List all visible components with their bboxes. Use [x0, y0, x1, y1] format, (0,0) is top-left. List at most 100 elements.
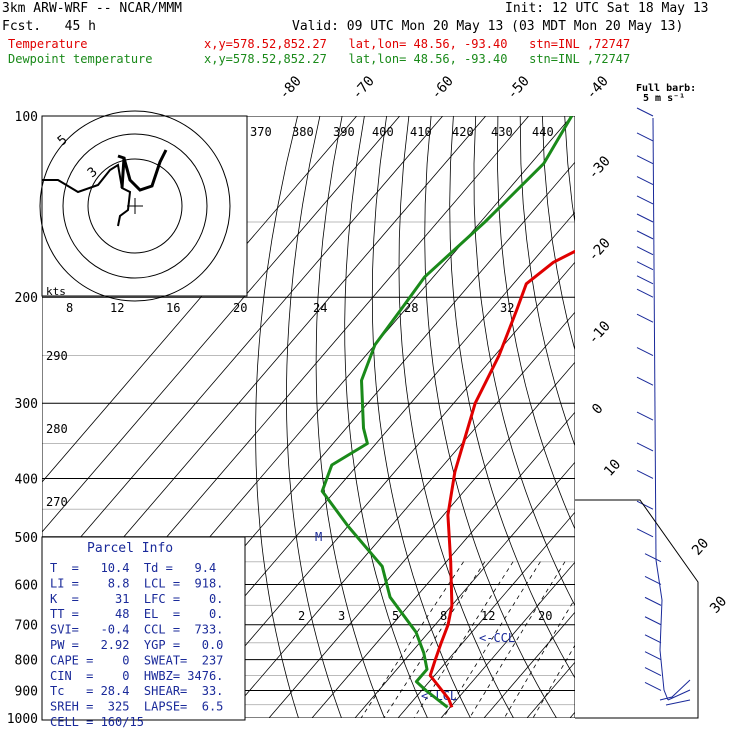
temperature-axis-label: -10	[585, 318, 614, 348]
wind-barb	[636, 261, 654, 271]
temperature-legend-info: x,y=578.52,852.27 lat,lon= 48.56, -93.40…	[204, 37, 631, 51]
parcel-info-row: SVI= -0.4 CCL = 733.	[50, 623, 223, 637]
mixing-ratio-line	[383, 561, 486, 718]
wind-barb	[636, 132, 654, 142]
dry-adiabat-line	[473, 116, 575, 607]
hodograph-ring	[39, 110, 231, 302]
theta-label: 410	[410, 125, 432, 139]
temperature-axis-label: -40	[583, 73, 612, 103]
isotherm-line	[225, 311, 575, 718]
parcel-info-row: CELL = 160/15	[50, 715, 144, 729]
wind-barb	[636, 528, 654, 538]
hodograph-unit: kts	[46, 285, 66, 298]
speed-tick-label: 20	[233, 301, 247, 315]
dry-adiabat-line	[721, 116, 740, 718]
speed-tick-label: 8	[66, 301, 73, 315]
dry-adiabat-line	[371, 116, 471, 718]
mixing-ratio-line	[503, 597, 575, 718]
model-title: 3km ARW-WRF -- NCAR/MMM	[2, 1, 183, 16]
wind-barb	[636, 195, 654, 205]
isotherm-line	[440, 561, 575, 718]
mixing-ratio-line	[442, 561, 541, 718]
dry-adiabat-line	[286, 116, 342, 718]
temperature-trace	[428, 249, 575, 708]
temperature-axis-label: 10	[601, 456, 624, 479]
isotherm-line	[42, 116, 444, 583]
mixing-ratio-label: 20	[538, 609, 552, 623]
parcel-info-title: Parcel Info	[87, 541, 173, 556]
wind-barb-cluster	[659, 679, 691, 706]
mixing-ratio-line	[469, 561, 566, 718]
mixing-ratio-label: 5	[392, 609, 399, 623]
hodograph-trace-upper	[117, 149, 168, 192]
wind-barb	[636, 376, 654, 386]
temperature-axis-label: -70	[349, 73, 378, 103]
wind-barb	[636, 442, 654, 452]
wind-barb	[644, 667, 662, 676]
mixing-ratio-line	[413, 561, 514, 718]
wind-barb	[636, 313, 654, 323]
wind-barb	[644, 575, 662, 585]
isotherm-line	[182, 261, 575, 718]
speed-tick-label: 28	[404, 301, 418, 315]
parcel-info-row: K = 31 LFC = 0.	[50, 592, 223, 606]
dewpoint-legend-info: x,y=578.52,852.27 lat,lon= 48.56, -93.40…	[204, 52, 631, 66]
mixing-ratio-line	[360, 561, 464, 718]
parcel-info-row: LI = 8.8 LCL = 918.	[50, 576, 223, 590]
isotherm-line	[268, 361, 575, 718]
mixing-ratio-label: 12	[481, 609, 495, 623]
dry-adiabat-line	[676, 116, 740, 718]
speed-tick-label: 16	[166, 301, 180, 315]
temperature-axis-label: -20	[585, 235, 614, 265]
theta-label: 400	[372, 125, 394, 139]
pressure-tick-label: 600	[15, 578, 38, 593]
pressure-tick-label: 900	[15, 684, 38, 699]
theta-label: 370	[250, 125, 272, 139]
isotherm-line	[526, 661, 575, 718]
dry-adiabat-line	[542, 116, 575, 352]
wind-barb	[644, 651, 662, 661]
dry-adiabat-line	[424, 116, 557, 718]
mixing-ratio-label: 2	[298, 609, 305, 623]
isotherm-line	[42, 116, 401, 533]
isotherm-line	[397, 511, 575, 718]
hodograph-ring	[87, 158, 183, 254]
theta-label: 390	[333, 125, 355, 139]
theta-label: 290	[46, 349, 68, 363]
dry-adiabat-line	[654, 116, 740, 718]
dewpoint-trace	[320, 116, 573, 709]
isotherm-line	[613, 116, 740, 718]
temperature-axis-label: -30	[585, 153, 614, 183]
theta-label: 270	[46, 495, 68, 509]
wind-barb	[636, 469, 654, 479]
wind-barb	[636, 347, 654, 357]
parcel-info-row: T = 10.4 Td = 9.4	[50, 561, 216, 575]
speed-tick-label: 32	[500, 301, 514, 315]
dry-adiabat-line	[496, 116, 575, 531]
dry-adiabat-line	[519, 116, 575, 448]
dewpoint-legend-label: Dewpoint temperature	[8, 52, 153, 66]
wind-barb	[636, 155, 654, 165]
parcel-info-row: TT = 48 EL = 0.	[50, 607, 223, 621]
pressure-tick-label: 1000	[7, 712, 38, 727]
barb-legend-unit: 5 m s⁻¹	[643, 93, 686, 104]
isotherm-line	[42, 116, 358, 483]
pressure-tick-label: 800	[15, 654, 38, 669]
temperature-axis-label: 30	[707, 593, 730, 616]
parcel-info-row: Tc = 28.4 SHEAR= 33.	[50, 684, 223, 698]
init-time: Init: 12 UTC Sat 18 May 13	[505, 1, 709, 16]
dry-adiabat-line	[315, 116, 385, 718]
wind-barb	[644, 553, 662, 563]
temperature-axis-label: 0	[589, 401, 607, 418]
dry-adiabat-line	[587, 116, 740, 718]
parcel-info-row: SREH = 325 LAPSE= 6.5	[50, 700, 223, 714]
theta-label: 430	[491, 125, 513, 139]
forecast-hour: Fcst. 45 h	[2, 19, 96, 34]
wind-barb	[636, 213, 654, 223]
marker-annotation: M	[315, 530, 322, 544]
wind-barb	[636, 230, 654, 240]
theta-label: 440	[532, 125, 554, 139]
theta-label: 420	[452, 125, 474, 139]
parcel-info-row: CIN = 0 HWBZ= 3476.	[50, 669, 223, 683]
